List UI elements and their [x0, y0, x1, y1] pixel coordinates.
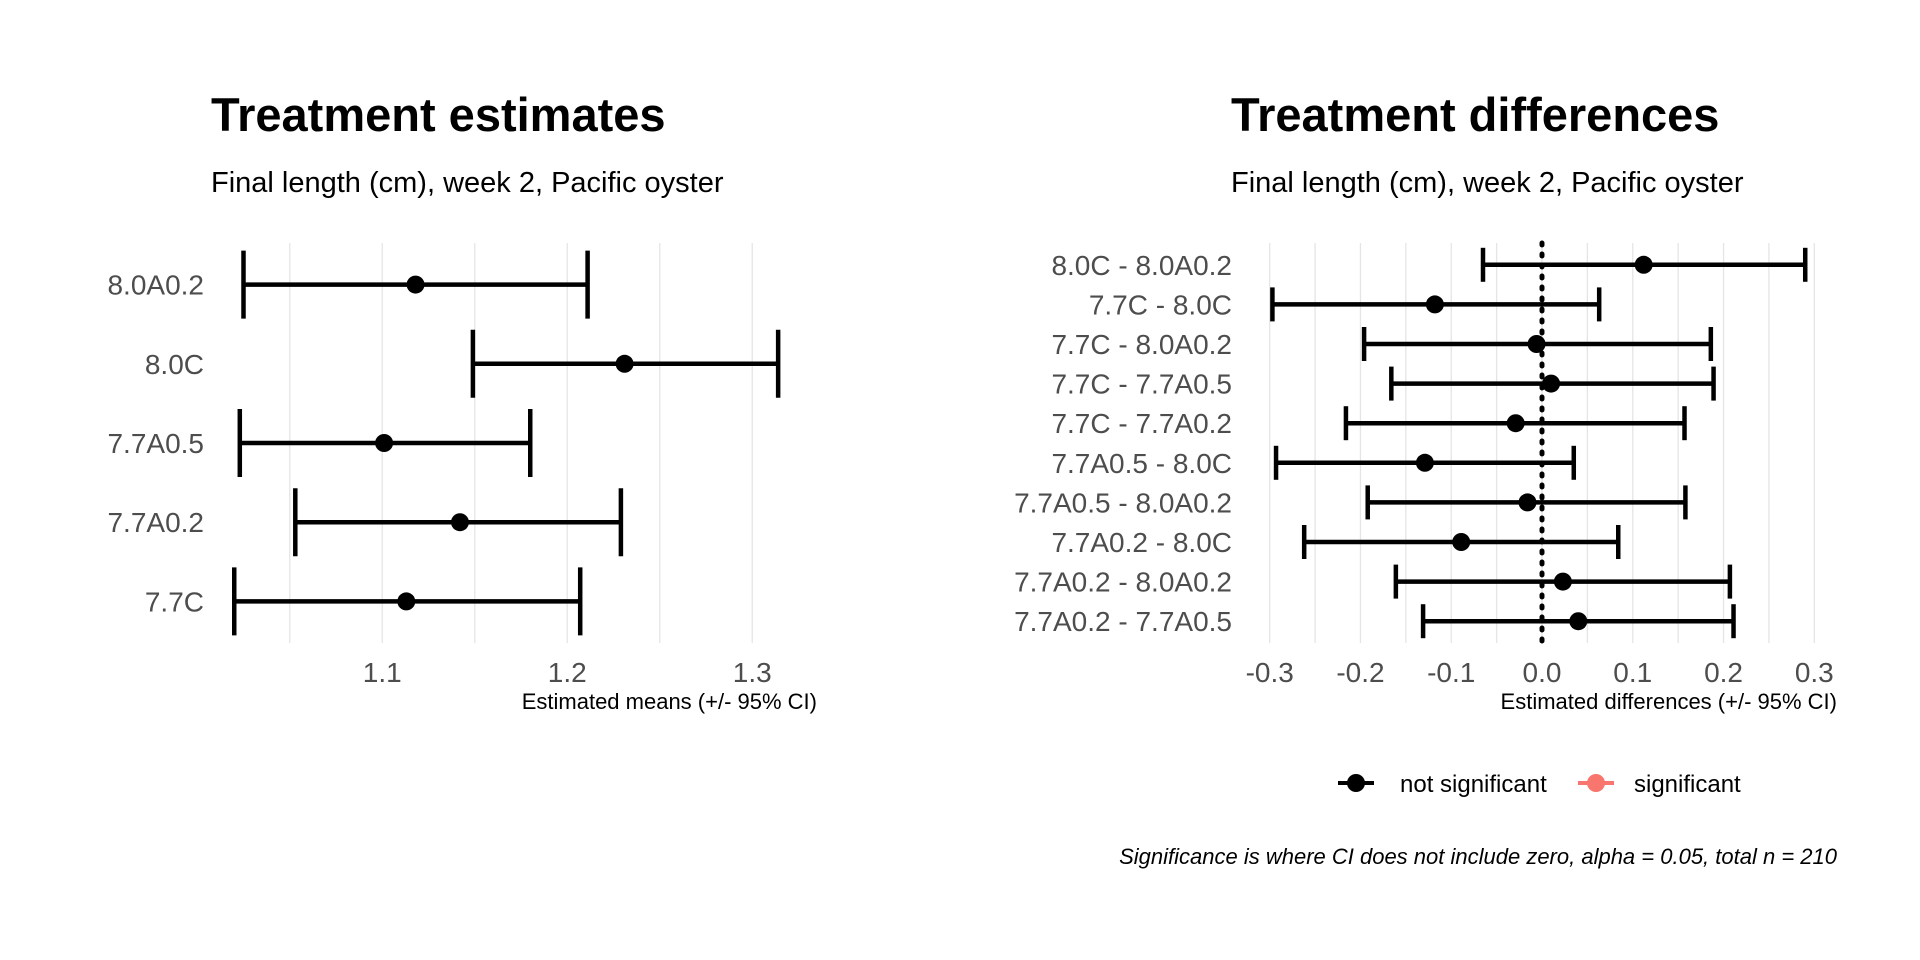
- y-tick-label: 7.7A0.2: [107, 507, 204, 538]
- y-tick-label: 7.7A0.2 - 8.0C: [1051, 527, 1232, 558]
- panel-differences: Treatment differences Final length (cm),…: [1014, 88, 1837, 714]
- right-subtitle: Final length (cm), week 2, Pacific oyste…: [1231, 167, 1744, 199]
- estimate-point: [1553, 572, 1572, 591]
- y-tick-label: 7.7A0.5 - 8.0C: [1051, 448, 1232, 479]
- y-tick-label: 7.7C - 7.7A0.2: [1051, 408, 1232, 439]
- panel-estimates: Treatment estimates Final length (cm), w…: [107, 88, 817, 714]
- legend-item-not-significant: not significant: [1338, 771, 1547, 798]
- x-tick-label: 0.2: [1704, 657, 1743, 688]
- left-y-tick-labels: 8.0A0.2 8.0C 7.7A0.5 7.7A0.2 7.7C: [107, 270, 204, 618]
- estimate-point: [1518, 493, 1537, 512]
- errorbar-1: [241, 250, 590, 319]
- right-title: Treatment differences: [1231, 88, 1719, 141]
- errorbar-3: [1361, 327, 1714, 361]
- right-x-axis-label: Estimated differences (+/- 95% CI): [1501, 689, 1837, 714]
- estimate-point: [375, 434, 394, 452]
- errorbar-6: [1273, 445, 1577, 480]
- x-tick-label: -0.3: [1246, 657, 1294, 688]
- errorbar-10: [1420, 604, 1736, 639]
- estimate-point: [397, 592, 416, 611]
- legend: not significant significant: [1338, 771, 1741, 798]
- y-tick-label: 7.7A0.2 - 8.0A0.2: [1014, 567, 1232, 598]
- y-tick-label: 8.0A0.2: [107, 270, 204, 301]
- legend-key-dot: [1587, 774, 1605, 792]
- x-tick-label: 0.0: [1523, 657, 1562, 688]
- x-tick-label: 1.3: [733, 657, 772, 688]
- errorbar-1: [1480, 247, 1808, 282]
- left-title: Treatment estimates: [211, 88, 666, 141]
- right-x-tick-labels: -0.3 -0.2 -0.1 0.0 0.1 0.2 0.3: [1246, 657, 1834, 688]
- x-tick-label: 0.3: [1795, 657, 1834, 688]
- y-tick-label: 7.7C: [145, 586, 204, 617]
- errorbar-2: [1270, 287, 1602, 322]
- y-tick-label: 7.7A0.2 - 7.7A0.5: [1014, 606, 1232, 637]
- legend-item-significant: significant: [1578, 771, 1741, 798]
- estimate-point: [406, 275, 425, 294]
- left-x-axis-label: Estimated means (+/- 95% CI): [522, 689, 817, 714]
- y-tick-label: 8.0C: [145, 349, 204, 380]
- legend-key-dot: [1347, 774, 1365, 792]
- right-grid: [1269, 243, 1815, 643]
- left-marks: [232, 250, 781, 636]
- y-tick-label: 7.7A0.5: [107, 428, 204, 459]
- estimate-point: [1506, 414, 1525, 433]
- left-x-tick-labels: 1.1 1.2 1.3: [363, 657, 772, 688]
- y-tick-label: 7.7C - 7.7A0.5: [1051, 369, 1232, 400]
- y-tick-label: 8.0C - 8.0A0.2: [1051, 250, 1232, 281]
- estimate-point: [1542, 374, 1561, 393]
- errorbar-5: [1343, 406, 1687, 441]
- y-tick-label: 7.7A0.5 - 8.0A0.2: [1014, 487, 1232, 518]
- estimate-point: [1569, 612, 1588, 631]
- right-y-tick-labels: 8.0C - 8.0A0.2 7.7C - 8.0C 7.7C - 8.0A0.2 7…: [1014, 250, 1232, 637]
- right-marks: [1270, 247, 1808, 639]
- y-tick-label: 7.7C - 8.0C: [1089, 289, 1232, 320]
- estimate-point: [615, 354, 634, 373]
- x-tick-label: -0.1: [1427, 657, 1475, 688]
- errorbar-4: [293, 488, 624, 557]
- left-subtitle: Final length (cm), week 2, Pacific oyste…: [211, 167, 724, 199]
- estimate-point: [450, 513, 469, 532]
- legend-label: significant: [1634, 771, 1741, 798]
- caption: Significance is where CI does not includ…: [1119, 844, 1838, 869]
- x-tick-label: 1.2: [548, 657, 587, 688]
- errorbar-5: [232, 567, 583, 636]
- y-tick-label: 7.7C - 8.0A0.2: [1051, 329, 1232, 360]
- estimate-point: [1634, 255, 1653, 274]
- x-tick-label: -0.2: [1336, 657, 1384, 688]
- errorbar-2: [470, 329, 781, 398]
- estimate-point: [1425, 295, 1444, 314]
- legend-label: not significant: [1400, 771, 1547, 798]
- estimate-point: [1452, 533, 1471, 551]
- errorbar-4: [1389, 366, 1716, 401]
- x-tick-label: 1.1: [363, 657, 402, 688]
- errorbar-7: [1365, 485, 1688, 520]
- errorbar-9: [1393, 564, 1733, 599]
- estimate-point: [1527, 335, 1546, 353]
- x-tick-label: 0.1: [1613, 657, 1652, 688]
- errorbar-3: [237, 409, 533, 477]
- estimate-point: [1415, 453, 1434, 472]
- errorbar-8: [1301, 525, 1621, 559]
